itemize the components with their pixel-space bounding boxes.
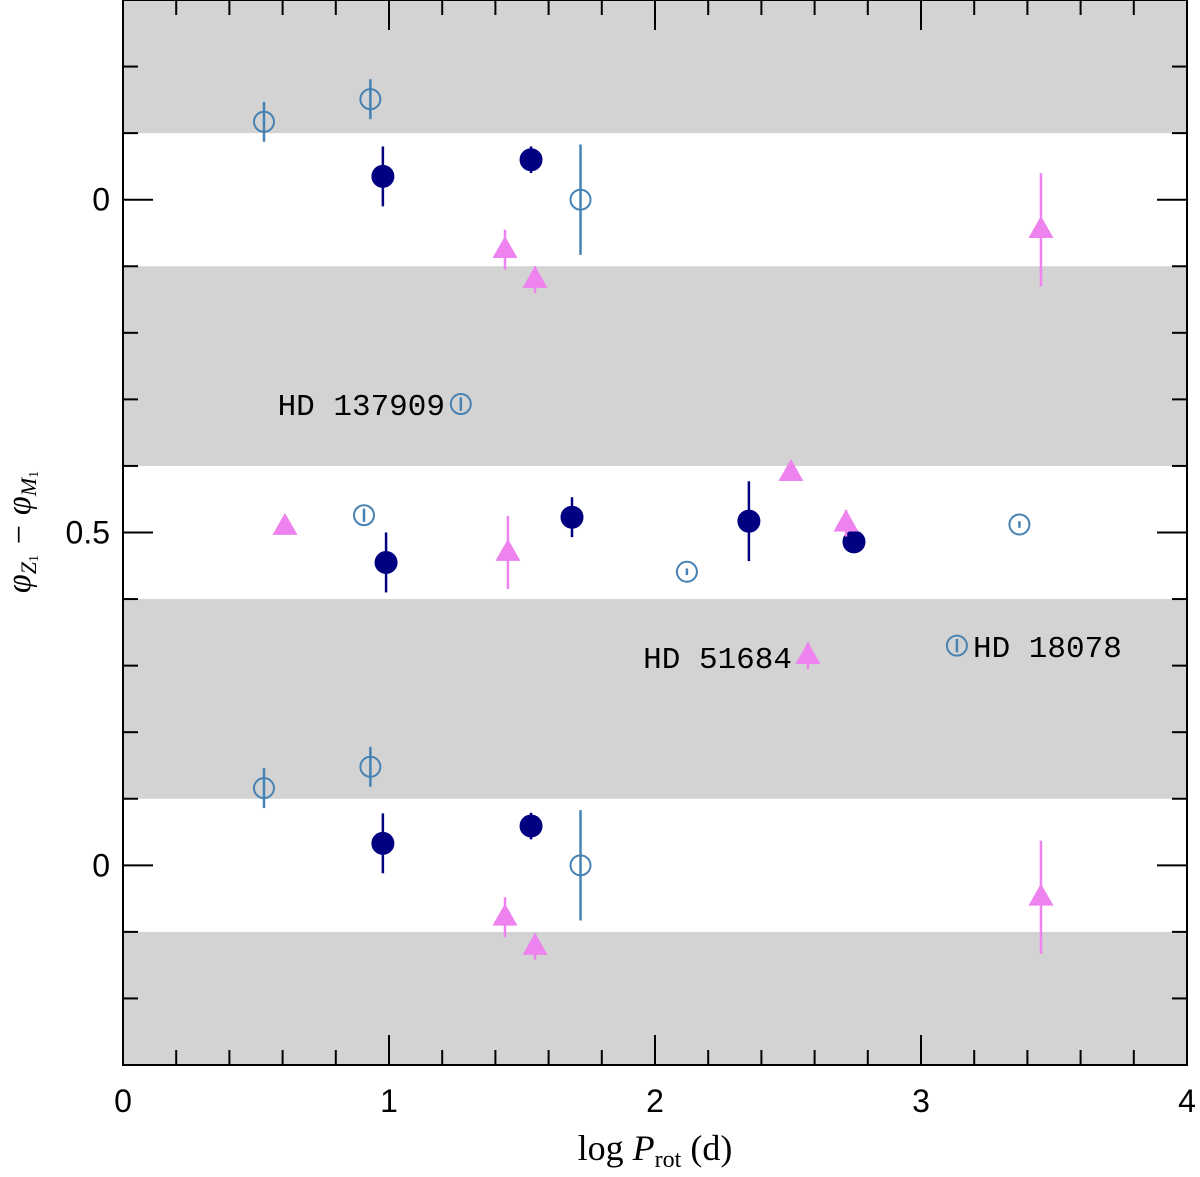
point: [359, 755, 382, 778]
point: [272, 512, 298, 535]
point: [522, 265, 548, 288]
point: [1008, 513, 1031, 536]
point: [945, 634, 968, 657]
point: [371, 164, 395, 188]
point: [449, 393, 472, 416]
point: [778, 458, 804, 481]
point: [252, 777, 275, 800]
annotation: HD 137909: [278, 390, 445, 425]
y-axis-label-part: − φ: [1, 496, 38, 555]
point: [519, 148, 543, 172]
y-axis-label-part: Z: [16, 561, 41, 574]
x-tick-label: 4: [1178, 1083, 1196, 1119]
point: [492, 235, 518, 258]
annotation: HD 51684: [643, 643, 792, 678]
y-tick-label: 0: [92, 847, 110, 883]
x-tick-label: 1: [380, 1083, 398, 1119]
point: [352, 504, 375, 527]
y-axis-label-part: M: [16, 476, 41, 497]
x-tick-label: 0: [114, 1083, 132, 1119]
point: [492, 903, 518, 926]
band: [123, 266, 1187, 466]
point: [737, 509, 761, 533]
point: [519, 814, 543, 838]
point: [1028, 883, 1054, 906]
y-tick-label: 0.5: [66, 515, 110, 551]
x-axis-label-part: (d): [681, 1128, 732, 1168]
y-tick-label: 0: [92, 182, 110, 218]
y-axis-label: φZ1 − φM1: [1, 471, 42, 593]
point: [675, 560, 698, 583]
point: [1028, 216, 1054, 239]
x-axis-label: log Prot (d): [578, 1128, 733, 1173]
point: [560, 505, 584, 529]
point: [833, 509, 859, 532]
x-axis-label-part: rot: [655, 1147, 682, 1173]
point: [569, 188, 592, 211]
point: [252, 110, 275, 133]
y-axis-label-part: φ: [1, 574, 38, 593]
x-axis-label-part: P: [632, 1128, 655, 1168]
y-axis-label-part: 1: [27, 471, 42, 478]
x-axis-label-part: log: [578, 1128, 633, 1168]
point: [359, 88, 382, 111]
point: [795, 642, 821, 665]
band: [123, 599, 1187, 799]
point: [522, 932, 548, 955]
point: [371, 831, 395, 855]
x-tick-label: 2: [646, 1083, 664, 1119]
x-tick-label: 3: [912, 1083, 930, 1119]
annotation: HD 18078: [973, 632, 1122, 667]
point: [495, 538, 521, 561]
point: [374, 550, 398, 574]
y-axis-label-part: 1: [27, 555, 42, 562]
point: [569, 854, 592, 877]
